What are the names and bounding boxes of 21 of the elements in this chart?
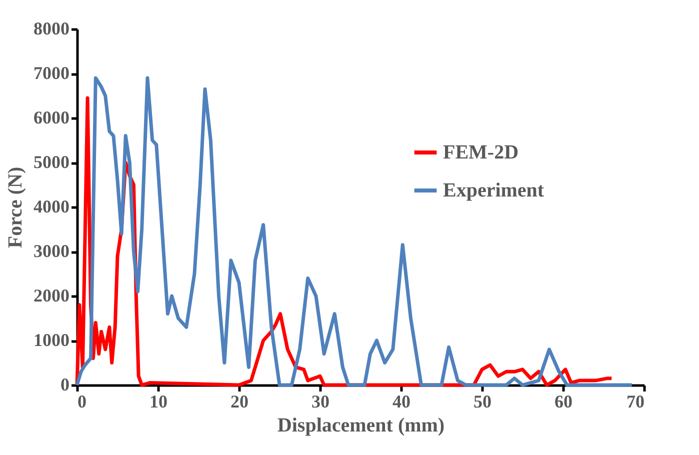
y-axis-title: Force (N) — [4, 166, 26, 248]
y-tick-label: 8000 — [34, 18, 70, 38]
y-tick-label: 3000 — [34, 241, 70, 261]
x-tick-label: 50 — [474, 392, 492, 412]
y-tick-label: 7000 — [34, 63, 70, 83]
y-tick-label: 1000 — [34, 330, 70, 350]
x-tick-label: 10 — [150, 392, 168, 412]
legend-label: Experiment — [443, 180, 544, 202]
y-tick-label: 4000 — [34, 196, 70, 216]
x-tick-label: 40 — [392, 392, 410, 412]
x-tick-label: 20 — [230, 392, 248, 412]
y-tick-label: 6000 — [34, 108, 70, 128]
x-axis-title: Displacement (mm) — [277, 414, 445, 436]
x-tick-label: 0 — [78, 392, 86, 412]
legend-label: FEM-2D — [443, 142, 519, 164]
x-tick-label: 30 — [312, 392, 330, 412]
x-tick-label: 60 — [554, 392, 572, 412]
y-tick-label: 5000 — [34, 152, 70, 172]
y-tick-label: 0 — [60, 374, 70, 394]
y-tick-label: 2000 — [34, 286, 70, 306]
x-tick-label: 70 — [626, 392, 644, 412]
